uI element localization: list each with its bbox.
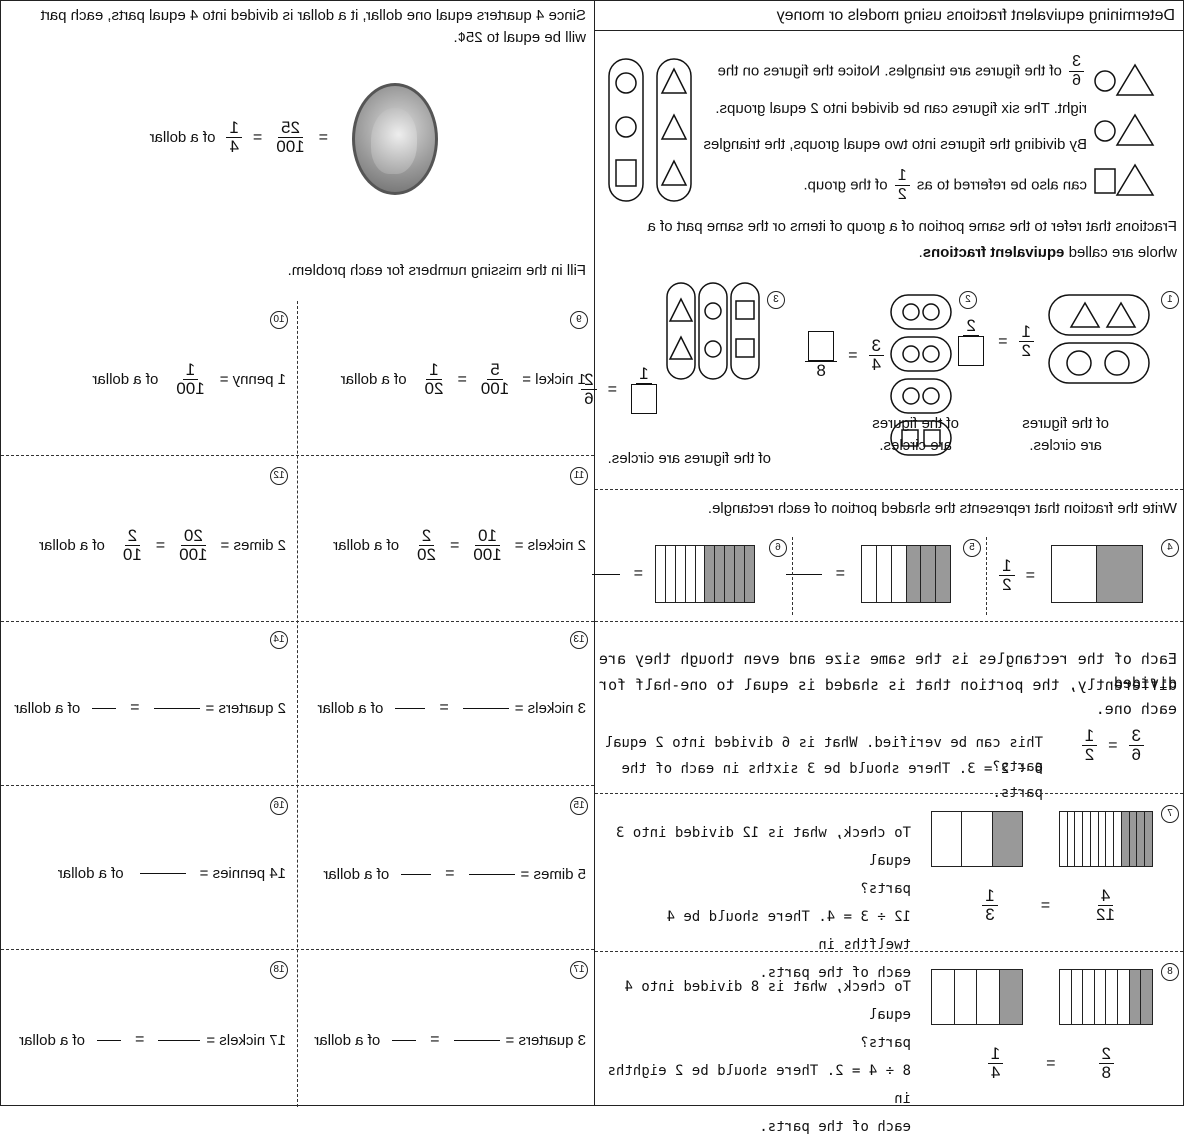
money-panel: Since 4 quarters equal one dollar, it a …	[0, 0, 594, 1107]
problem-11: 2 nickels = 10 100 = 2 20 of a dollar	[333, 526, 586, 564]
answer-blank[interactable]	[392, 1039, 417, 1041]
answer-blank[interactable]	[395, 707, 426, 709]
problem-6-equation: =	[586, 565, 651, 583]
problem-16: 14 pennies = of a dollar	[57, 865, 286, 882]
divider	[792, 537, 793, 615]
problem-13: 3 nickels = = of a dollar	[317, 699, 586, 717]
problem-number: 2	[959, 291, 977, 309]
shape-set-ungrouped	[1094, 63, 1155, 196]
answer-blank[interactable]	[153, 707, 200, 709]
problem-9: 1 nickel = 5 100 = 1 20 of a dollar	[340, 360, 586, 398]
problem-number: 10	[270, 311, 288, 329]
answer-blank[interactable]	[401, 873, 432, 875]
divider	[595, 621, 1183, 622]
problem-number: 16	[270, 797, 288, 815]
rectangle-model	[1059, 811, 1153, 867]
problem-7-explanation: To check, what is 12 divided into 3 equa…	[615, 825, 911, 981]
problem-number: 6	[769, 539, 787, 557]
shape-set-grouped	[608, 58, 692, 202]
answer-blank[interactable]	[591, 573, 620, 575]
problem-14: 2 quarters = = of a dollar	[14, 699, 286, 717]
problem-number: 15	[570, 797, 588, 815]
verify-line-2: 6 ÷ 2 = 3. There should be 3 sixths in e…	[621, 761, 1043, 801]
answer-blank[interactable]	[453, 1039, 500, 1041]
problem-15: 5 dimes = = of a dollar	[323, 865, 586, 883]
section-title: Determining equivalent fractions using m…	[595, 1, 1183, 31]
rectangle-model	[1051, 545, 1143, 603]
answer-blank[interactable]	[92, 707, 117, 709]
answer-blank[interactable]	[139, 873, 186, 874]
problem-number: 11	[570, 467, 588, 485]
problem-number: 13	[570, 631, 588, 649]
problem-12: 2 dimes = 20 100 = 2 10 of a dollar	[39, 526, 286, 564]
divider	[1, 949, 594, 950]
problem-number: 17	[570, 961, 588, 979]
problem-1-caption: of the figures are circles.	[1022, 415, 1109, 454]
intro-panel: Determining equivalent fractions using m…	[581, 0, 1184, 1135]
problem-1-model	[1048, 294, 1150, 384]
rectangle-model	[931, 969, 1023, 1025]
quarters-explanation: Since 4 quarters equal one dollar, it a …	[40, 7, 586, 46]
intro-line-2: right. The six figures can be divided in…	[715, 100, 1087, 117]
problem-number: 18	[270, 961, 288, 979]
problem-17: 3 quarters = = of a dollar	[314, 1031, 586, 1049]
answer-box[interactable]	[958, 336, 985, 366]
problem-8-explanation: To check, what is 8 divided into 4 equal…	[607, 979, 911, 1135]
problem-number: 9	[570, 311, 588, 329]
divider	[595, 951, 1183, 952]
problem-18: 17 nickels = = of a dollar	[19, 1031, 286, 1049]
problem-number: 7	[1161, 805, 1179, 823]
rectangle-model	[1059, 969, 1153, 1025]
problem-number: 12	[270, 467, 288, 485]
explanation-line-2: differently, the portion that is shaded …	[599, 676, 1177, 718]
problem-10: 1 penny = 1 100 of a dollar	[92, 360, 286, 398]
answer-blank[interactable]	[468, 873, 515, 875]
answer-blank[interactable]	[158, 1039, 201, 1041]
problem-2-caption: of the figures are circles.	[872, 415, 959, 454]
divider	[595, 489, 1183, 490]
problem-number: 3	[767, 291, 785, 309]
problem-number: 14	[270, 631, 288, 649]
rectangle-model	[931, 811, 1023, 867]
divider	[297, 301, 298, 1107]
divider	[1, 785, 594, 786]
problem-number: 1	[1161, 291, 1179, 309]
shaded-instructions: Write the fraction that represents the s…	[707, 500, 1177, 517]
answer-blank[interactable]	[462, 707, 509, 709]
problem-3-caption: of the figures are circles.	[607, 450, 771, 467]
quarter-coin-icon	[352, 83, 438, 195]
answer-blank[interactable]	[97, 1039, 122, 1041]
divider	[595, 793, 1183, 794]
problem-5-equation: =	[780, 565, 853, 583]
definition-line-1: Fractions that refer to the same portion…	[647, 218, 1177, 235]
intro-line-3: By dividing the figures into two equal g…	[703, 136, 1087, 153]
divider	[986, 537, 987, 615]
problem-3-model	[666, 282, 760, 380]
divider	[1, 455, 594, 456]
problem-number: 8	[1161, 963, 1179, 981]
fill-instructions: Fill in the missing numbers for each pro…	[287, 262, 586, 279]
rectangle-model	[861, 545, 951, 603]
definition-line-2: whole are called equivalent fractions.	[918, 244, 1177, 261]
problem-number: 5	[963, 539, 981, 557]
answer-box[interactable]	[808, 331, 835, 361]
problem-2-model	[890, 294, 952, 456]
problem-number: 4	[1161, 539, 1179, 557]
divider	[1, 621, 594, 622]
answer-box[interactable]	[631, 384, 657, 414]
rectangle-model	[655, 545, 755, 603]
